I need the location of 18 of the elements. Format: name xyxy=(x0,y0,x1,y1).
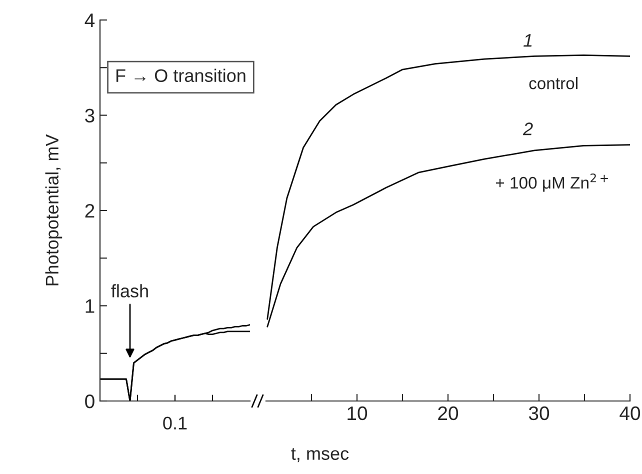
annotation: 2 xyxy=(522,122,533,136)
y-tick-label: 4 xyxy=(84,14,95,28)
x-tick-label: 20 xyxy=(438,406,458,420)
y-tick-label: 1 xyxy=(86,299,94,313)
y-tick-label: 2 xyxy=(85,204,94,218)
text: 0.1 xyxy=(163,416,187,430)
y-axis-title: Photopotential, mV xyxy=(45,134,62,286)
y-tick-label: 3 xyxy=(85,108,94,122)
series-label: + 100 μM Zn$^{2+}$ xyxy=(496,174,608,192)
annotation: F → O transition xyxy=(116,68,246,82)
x-axis-title: t, msec xyxy=(291,448,349,462)
x-tick-label: 30 xyxy=(528,406,550,420)
x-tick-label: 40 xyxy=(620,406,640,420)
x-tick-label: 10 xyxy=(348,406,368,420)
annotation: flash xyxy=(111,284,148,298)
y-tick-label: 0 xyxy=(85,394,94,408)
series-label: control xyxy=(529,77,578,90)
annotation: 1 xyxy=(524,34,532,47)
